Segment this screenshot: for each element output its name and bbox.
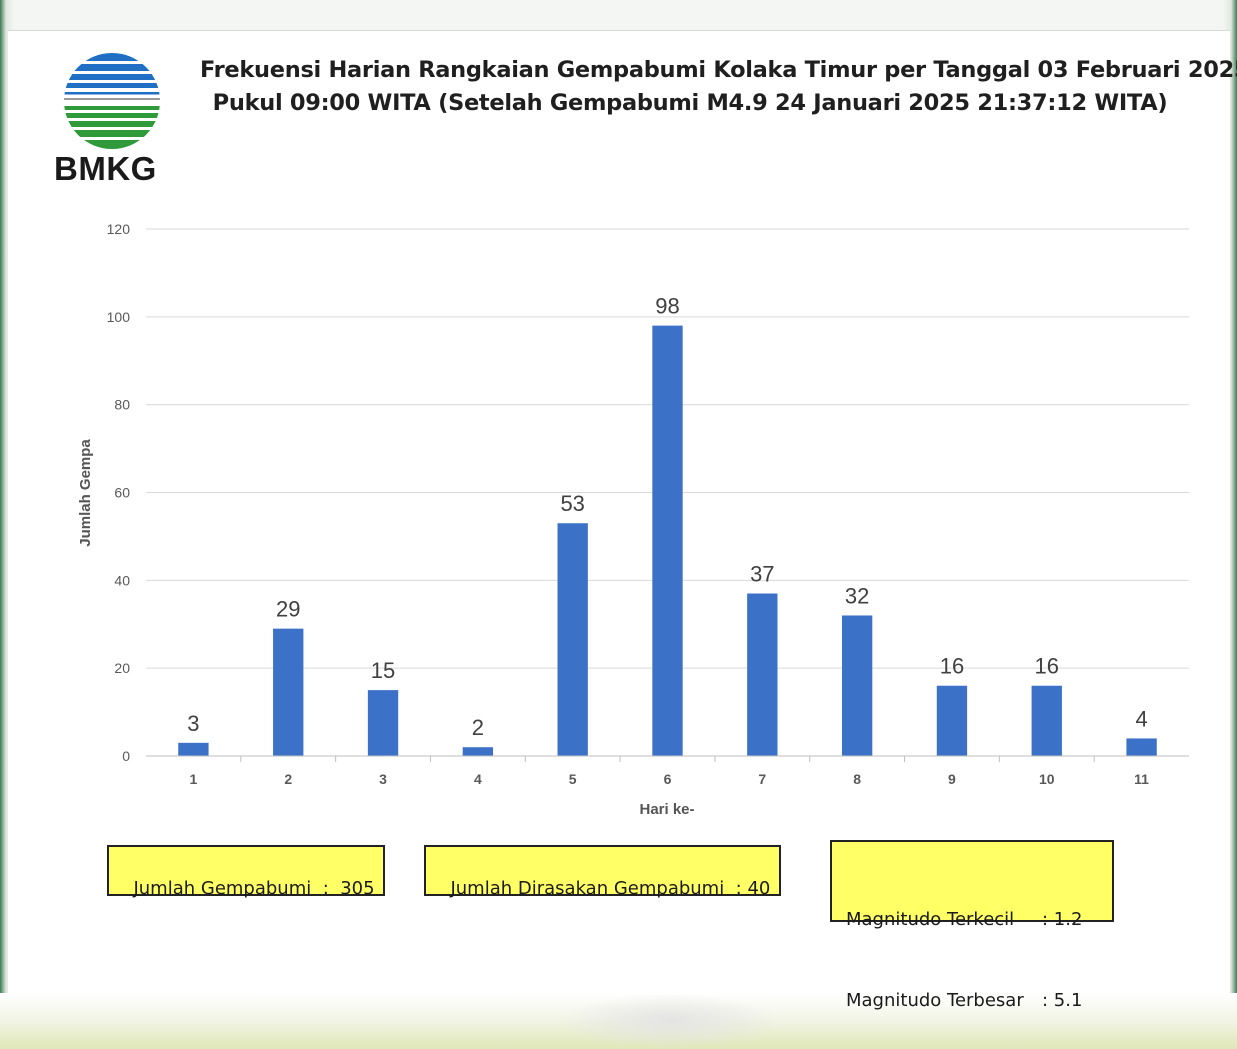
chart-title-line-2: Pukul 09:00 WITA (Setelah Gempabumi M4.9… [212, 90, 1168, 116]
data-label: 16 [940, 654, 964, 679]
data-label: 15 [371, 658, 395, 683]
bar [1031, 685, 1062, 756]
bmkg-logo [64, 53, 160, 149]
x-tick-label: 2 [284, 771, 292, 787]
x-tick-label: 10 [1039, 771, 1055, 787]
y-tick-label: 120 [107, 221, 131, 237]
x-tick-label: 9 [948, 771, 956, 787]
y-tick-label: 60 [114, 485, 130, 501]
data-label: 29 [276, 597, 300, 622]
data-label: 16 [1035, 654, 1059, 679]
bar [462, 747, 494, 756]
bar [841, 615, 873, 756]
x-tick-label: 4 [474, 771, 482, 787]
felt-earthquakes-text: Jumlah Dirasakan Gempabumi : 40 [450, 878, 771, 899]
bottom-edge [0, 993, 1237, 1049]
slide-canvas [8, 30, 1230, 994]
data-label: 53 [560, 491, 584, 516]
bar [557, 523, 588, 756]
x-tick-label: 11 [1134, 771, 1149, 787]
x-axis-label: Hari ke- [639, 801, 694, 818]
magnitude-max-row: Magnitudo Terbesar : 5.1 [846, 987, 1112, 1014]
bar [936, 685, 968, 756]
y-axis-label: Jumlah Gempa [77, 439, 94, 547]
x-tick-label: 6 [664, 771, 672, 787]
data-label: 3 [187, 711, 199, 736]
magnitude-box: Magnitudo Terkecil : 1.2 Magnitudo Terbe… [830, 840, 1114, 1011]
x-tick-label: 7 [758, 771, 766, 787]
data-label: 37 [750, 562, 774, 587]
y-tick-label: 20 [114, 660, 130, 676]
data-label: 4 [1135, 706, 1147, 731]
bars [178, 325, 1157, 756]
x-tick-label: 5 [569, 771, 577, 787]
data-label: 2 [472, 715, 484, 740]
data-labels: 3 29 15 2 53 98 37 32 16 16 4 [187, 294, 1147, 741]
bar [367, 690, 399, 756]
bar [273, 628, 304, 756]
chart-title: Frekuensi Harian Rangkaian Gempabumi Kol… [200, 54, 1237, 120]
magnitude-max-value: : 5.1 [1042, 990, 1083, 1011]
y-tick-label: 100 [107, 309, 131, 325]
x-tick-label: 3 [379, 771, 387, 787]
bar [747, 593, 778, 756]
bar [178, 742, 209, 756]
bar [1126, 738, 1157, 756]
magnitude-min-row: Magnitudo Terkecil : 1.2 [846, 906, 1112, 933]
total-earthquakes-text: Jumlah Gempabumi : 305 [133, 878, 375, 899]
magnitude-max-label: Magnitudo Terbesar [846, 990, 1024, 1011]
bar [652, 325, 683, 756]
magnitude-min-value: : 1.2 [1042, 909, 1083, 930]
data-label: 98 [655, 294, 679, 319]
total-earthquakes-box: Jumlah Gempabumi : 305 [107, 845, 385, 899]
x-tick-label: 8 [853, 771, 861, 787]
x-axis-ticks: 1 2 3 4 5 6 7 8 9 10 11 [190, 756, 1149, 787]
logo-wordmark: BMKG [54, 150, 157, 187]
magnitude-min-label: Magnitudo Terkecil [846, 909, 1015, 930]
x-tick-label: 1 [190, 771, 198, 787]
y-tick-label: 80 [114, 397, 130, 413]
felt-earthquakes-box: Jumlah Dirasakan Gempabumi : 40 [424, 845, 781, 899]
data-label: 32 [845, 583, 869, 608]
y-tick-label: 0 [122, 748, 130, 764]
chart-title-line-1: Frekuensi Harian Rangkaian Gempabumi Kol… [200, 57, 1237, 83]
y-axis-ticks: 0 20 40 60 80 100 120 [107, 221, 131, 764]
y-tick-label: 40 [114, 572, 130, 588]
